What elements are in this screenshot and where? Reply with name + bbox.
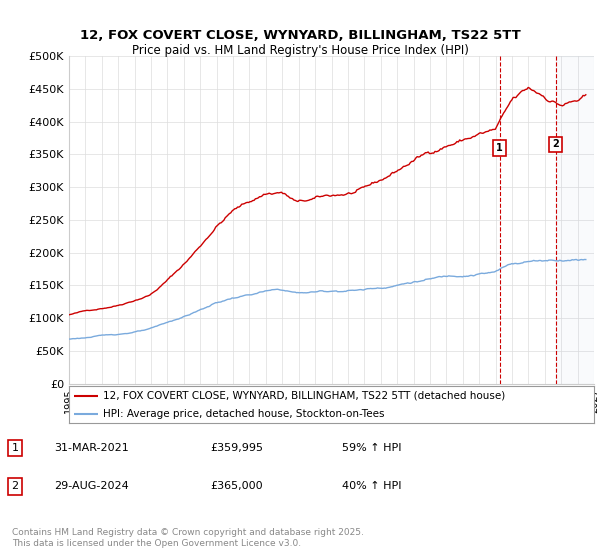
Text: £359,995: £359,995	[210, 443, 263, 453]
Text: 40% ↑ HPI: 40% ↑ HPI	[342, 481, 401, 491]
Text: 2: 2	[11, 481, 19, 491]
Text: 29-AUG-2024: 29-AUG-2024	[54, 481, 129, 491]
Text: Contains HM Land Registry data © Crown copyright and database right 2025.
This d: Contains HM Land Registry data © Crown c…	[12, 528, 364, 548]
Text: 1: 1	[11, 443, 19, 453]
Text: £365,000: £365,000	[210, 481, 263, 491]
Text: HPI: Average price, detached house, Stockton-on-Tees: HPI: Average price, detached house, Stoc…	[103, 409, 385, 419]
Text: 31-MAR-2021: 31-MAR-2021	[54, 443, 129, 453]
Text: 1: 1	[496, 143, 503, 153]
Text: Price paid vs. HM Land Registry's House Price Index (HPI): Price paid vs. HM Land Registry's House …	[131, 44, 469, 57]
Text: 12, FOX COVERT CLOSE, WYNYARD, BILLINGHAM, TS22 5TT (detached house): 12, FOX COVERT CLOSE, WYNYARD, BILLINGHA…	[103, 390, 505, 400]
Text: 12, FOX COVERT CLOSE, WYNYARD, BILLINGHAM, TS22 5TT: 12, FOX COVERT CLOSE, WYNYARD, BILLINGHA…	[80, 29, 520, 42]
Text: 2: 2	[553, 139, 559, 150]
Bar	[556, 56, 594, 384]
Text: 59% ↑ HPI: 59% ↑ HPI	[342, 443, 401, 453]
